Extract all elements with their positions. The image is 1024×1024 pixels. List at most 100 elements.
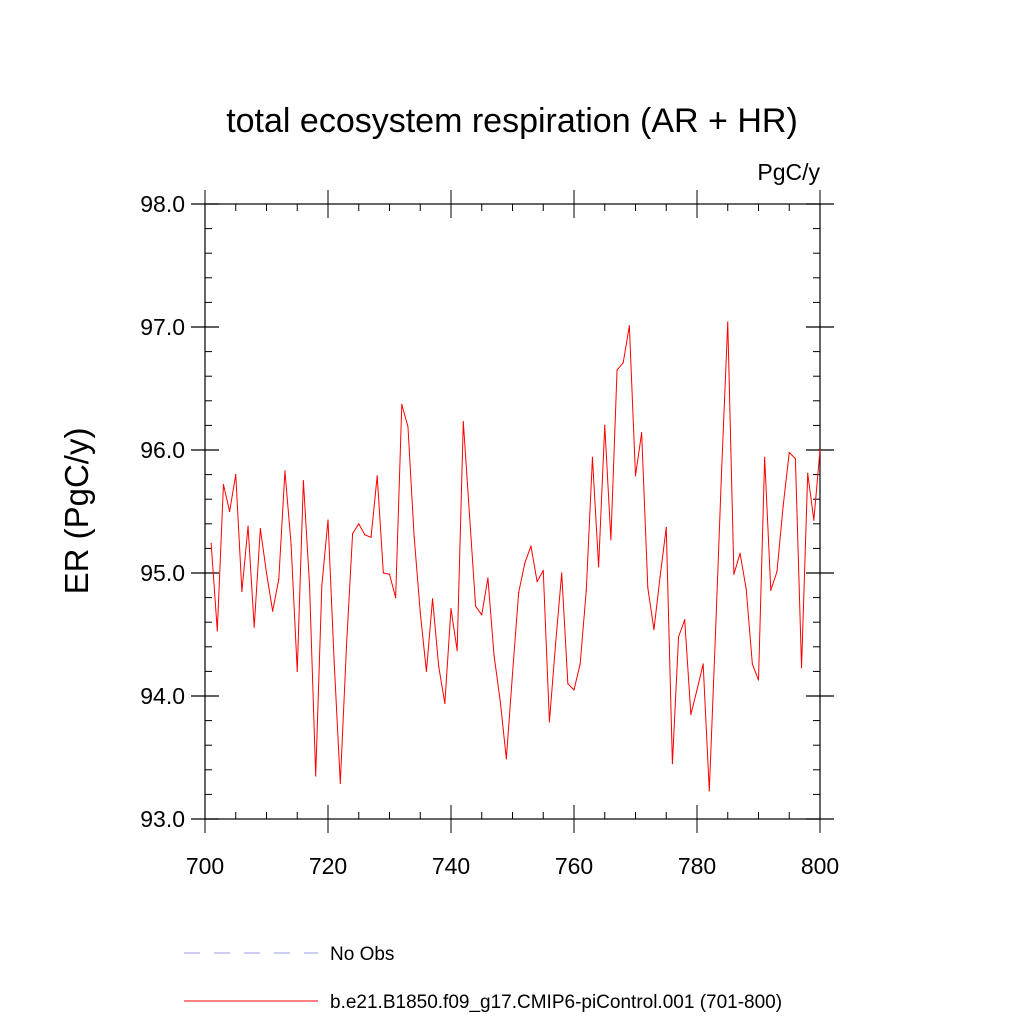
data-point [438,665,440,668]
y-tick-label: 97.0 [140,314,185,340]
data-point [813,519,815,521]
data-point [677,636,680,638]
data-point [536,581,538,583]
data-point [296,670,298,673]
legend-label: No Obs [330,944,394,965]
data-point [634,475,637,477]
data-point [210,542,212,545]
data-point [370,536,372,538]
data-point [573,689,575,691]
data-point [727,321,729,323]
x-tick-label: 700 [186,853,224,879]
data-point [554,643,557,645]
plot-frame [204,203,821,820]
data-point [444,702,446,704]
data-point [462,421,464,423]
y-major-ticks: 93.0 94.0 95.0 96.0 97.0 98.0 [140,191,834,832]
data-point [819,449,821,451]
data-point [272,610,274,612]
data-point [352,533,354,535]
data-point [511,673,514,675]
y-tick-label: 93.0 [140,806,185,832]
data-point [259,528,261,530]
series-line [210,321,821,792]
data-point [671,763,674,765]
y-axis-label: ER (PgC/y) [58,428,95,595]
data-point [764,456,766,458]
data-point [794,458,797,460]
data-point [530,545,532,547]
data-point [665,526,667,529]
data-point [647,587,649,589]
data-point [524,562,526,564]
data-point [308,584,311,586]
x-tick-label: 800 [801,853,839,879]
data-point [757,679,760,681]
y-minor-ticks [205,203,820,820]
y-tick-label: 95.0 [140,560,185,586]
data-point [382,572,384,574]
data-point [475,605,477,607]
data-point [807,472,809,474]
data-point [345,646,348,648]
data-point [653,628,655,631]
data-point [585,589,587,591]
data-point [714,633,717,636]
data-point [241,590,243,593]
data-point [518,592,520,594]
data-point [358,523,360,525]
data-point [616,369,618,371]
data-point [493,654,495,657]
data-point [302,480,304,482]
legend: No Obs b.e21.B1850.f09_g17.CMIP6-piContro… [184,944,782,1013]
x-tick-label: 740 [432,853,470,879]
data-point [567,683,569,685]
data-point [721,470,723,472]
data-point [456,649,458,652]
data-point [327,519,329,521]
data-point [622,362,624,364]
data-point [450,608,452,610]
data-point [641,432,643,434]
y-tick-label: 96.0 [140,437,185,463]
data-point [431,598,434,600]
data-point [401,403,403,406]
data-point [604,424,606,426]
y-tick-label: 94.0 [140,683,185,709]
data-point [407,426,409,428]
data-point [782,505,784,508]
data-point [751,663,753,665]
data-point [290,544,292,546]
data-point [315,775,317,777]
data-point [628,325,630,327]
x-tick-label: 780 [678,853,716,879]
data-point [708,790,710,792]
data-point [788,451,790,454]
data-point [468,513,471,515]
data-point [770,589,772,591]
units-label: PgC/y [757,159,820,185]
data-point [548,721,551,723]
data-point [659,576,661,578]
data-point [333,660,335,663]
data-point [278,578,280,580]
data-point [598,566,600,568]
data-point [388,573,391,575]
data-point [229,510,231,513]
data-point [321,584,323,586]
data-point [481,614,483,616]
data-point [542,569,544,572]
data-point [702,663,704,665]
data-point [419,611,421,613]
data-point [376,475,378,477]
x-tick-label: 720 [309,853,347,879]
data-point [364,534,366,536]
data-point [610,539,612,541]
data-point [499,700,501,702]
data-point [413,535,415,537]
data-point [739,552,741,554]
data-point [591,456,594,458]
data-point [745,588,747,590]
data-point [505,758,507,760]
